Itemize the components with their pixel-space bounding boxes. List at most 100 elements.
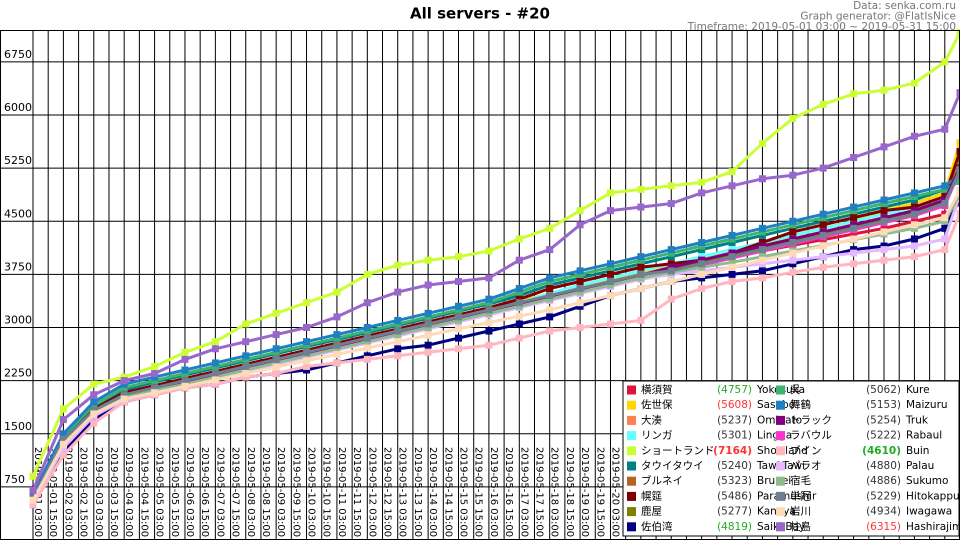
legend-label-ja: ブイン bbox=[790, 444, 822, 457]
legend-swatch bbox=[776, 462, 785, 471]
point-marker bbox=[455, 253, 462, 260]
x-tick-label: 2019-05-14 15:00 bbox=[442, 447, 453, 537]
point-marker bbox=[151, 370, 158, 377]
x-tick-label: 2019-05-04 15:00 bbox=[138, 447, 149, 537]
legend-total: (4880) bbox=[866, 460, 901, 472]
x-tick-label: 2019-05-17 03:00 bbox=[518, 447, 529, 537]
legend-total: (4886) bbox=[866, 475, 901, 487]
legend-swatch bbox=[627, 507, 636, 516]
point-marker bbox=[729, 232, 736, 239]
point-marker bbox=[911, 235, 918, 242]
legend-label-ja: 舞鶴 bbox=[790, 398, 811, 411]
point-marker bbox=[546, 274, 553, 281]
point-marker bbox=[303, 349, 310, 356]
legend-swatch bbox=[627, 522, 636, 531]
point-marker bbox=[546, 306, 553, 313]
x-tick-label: 2019-05-11 03:00 bbox=[336, 447, 347, 537]
legend-total: (5153) bbox=[866, 399, 901, 411]
x-tick-label: 2019-05-06 15:00 bbox=[199, 447, 210, 537]
legend-label: Maizuru bbox=[906, 399, 948, 411]
legend-label: Sukumo bbox=[906, 475, 948, 487]
point-marker bbox=[273, 331, 280, 338]
point-marker bbox=[333, 342, 340, 349]
x-tick-label: 2019-05-08 03:00 bbox=[245, 447, 256, 537]
y-tick-label: 750 bbox=[4, 473, 25, 486]
point-marker bbox=[546, 313, 553, 320]
point-marker bbox=[607, 271, 614, 278]
point-marker bbox=[455, 303, 462, 310]
point-marker bbox=[820, 264, 827, 271]
point-marker bbox=[303, 338, 310, 345]
point-marker bbox=[789, 239, 796, 246]
legend-label: Buin bbox=[906, 445, 929, 457]
point-marker bbox=[789, 250, 796, 257]
point-marker bbox=[607, 207, 614, 214]
point-marker bbox=[212, 376, 219, 383]
legend-label-ja: 柱島 bbox=[790, 520, 811, 533]
point-marker bbox=[789, 218, 796, 225]
point-marker bbox=[546, 292, 553, 299]
point-marker bbox=[941, 126, 948, 133]
point-marker bbox=[607, 320, 614, 327]
point-marker bbox=[850, 260, 857, 267]
legend-total: (5222) bbox=[866, 430, 901, 442]
point-marker bbox=[333, 313, 340, 320]
point-marker bbox=[303, 324, 310, 331]
point-marker bbox=[151, 389, 158, 396]
legend-label-ja: パラオ bbox=[790, 460, 822, 472]
x-tick-label: 2019-05-10 15:00 bbox=[321, 447, 332, 537]
point-marker bbox=[759, 246, 766, 253]
x-tick-label: 2019-05-19 03:00 bbox=[579, 447, 590, 537]
y-tick-label: 6000 bbox=[4, 101, 32, 114]
point-marker bbox=[425, 349, 432, 356]
x-tick-label: 2019-05-07 15:00 bbox=[230, 447, 241, 537]
y-tick-label: 3000 bbox=[4, 314, 32, 327]
point-marker bbox=[820, 221, 827, 228]
point-marker bbox=[394, 262, 401, 269]
legend-total: (5301) bbox=[717, 430, 752, 442]
point-marker bbox=[455, 313, 462, 320]
legend-swatch bbox=[627, 462, 636, 471]
point-marker bbox=[242, 320, 249, 327]
point-marker bbox=[60, 405, 67, 412]
legend-label-ja: 岩川 bbox=[790, 505, 811, 518]
point-marker bbox=[668, 200, 675, 207]
point-marker bbox=[242, 363, 249, 370]
legend-total: (5323) bbox=[717, 475, 752, 487]
point-marker bbox=[364, 356, 371, 363]
point-marker bbox=[729, 264, 736, 271]
point-marker bbox=[637, 271, 644, 278]
x-tick-label: 2019-05-09 03:00 bbox=[275, 447, 286, 537]
legend-swatch bbox=[627, 386, 636, 395]
point-marker bbox=[181, 356, 188, 363]
x-tick-label: 2019-05-16 15:00 bbox=[503, 447, 514, 537]
point-marker bbox=[668, 246, 675, 253]
point-marker bbox=[303, 357, 310, 364]
point-marker bbox=[759, 274, 766, 281]
legend-label-ja: 佐伯湾 bbox=[641, 520, 673, 533]
point-marker bbox=[181, 367, 188, 374]
point-marker bbox=[121, 396, 128, 403]
legend-label: Hitokappu bbox=[906, 490, 960, 502]
point-marker bbox=[455, 278, 462, 285]
x-tick-label: 2019-05-02 15:00 bbox=[78, 447, 89, 537]
point-marker bbox=[485, 296, 492, 303]
point-marker bbox=[911, 243, 918, 250]
legend-swatch bbox=[776, 431, 785, 440]
legend-swatch bbox=[627, 431, 636, 440]
point-marker bbox=[577, 207, 584, 214]
x-tick-label: 2019-05-12 15:00 bbox=[382, 447, 393, 537]
point-marker bbox=[121, 377, 128, 384]
point-marker bbox=[607, 292, 614, 299]
legend-label: Brunei bbox=[757, 475, 791, 487]
point-marker bbox=[516, 320, 523, 327]
point-marker bbox=[789, 257, 796, 264]
legend-total: (5277) bbox=[717, 506, 752, 518]
point-marker bbox=[911, 211, 918, 218]
point-marker bbox=[333, 359, 340, 366]
point-marker bbox=[425, 257, 432, 264]
y-tick-label: 6750 bbox=[4, 48, 32, 61]
point-marker bbox=[911, 189, 918, 196]
point-marker bbox=[425, 320, 432, 327]
